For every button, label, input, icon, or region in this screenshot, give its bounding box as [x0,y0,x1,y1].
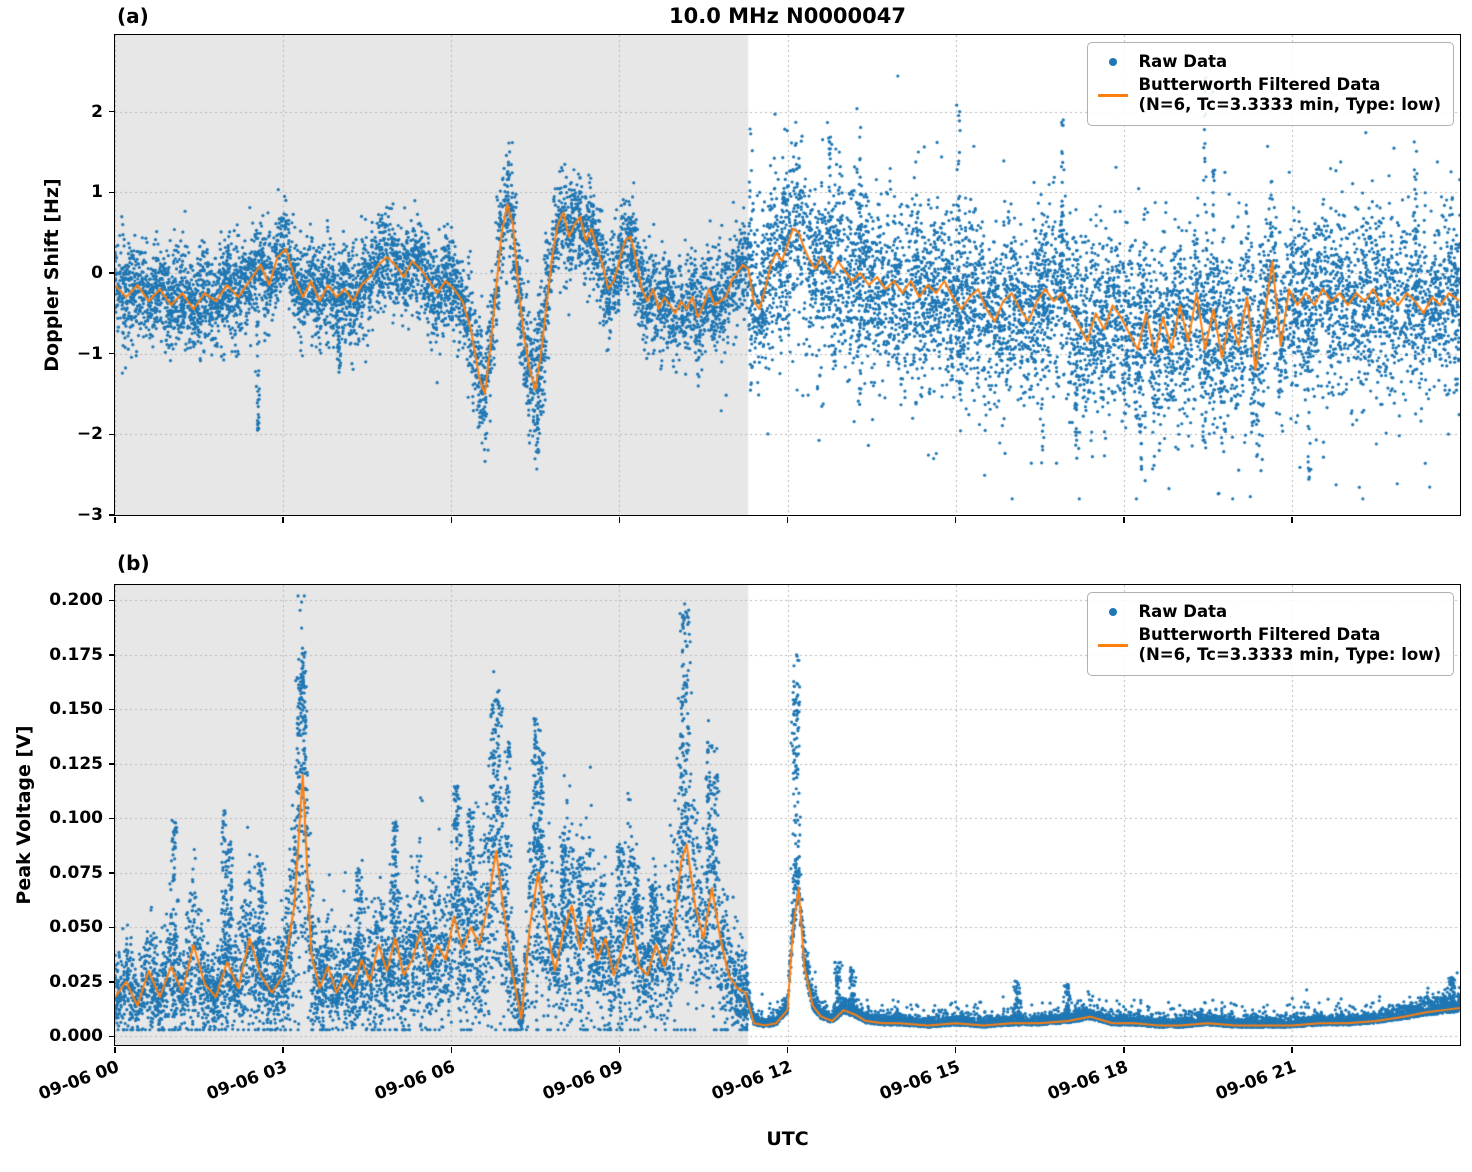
y-tick-mark [109,654,115,656]
y-tick-label: −2 [76,424,103,445]
x-tick-mark [618,1047,621,1053]
y-tick-label: 0.075 [49,862,103,883]
x-tick-label: 09-06 15 [876,1057,963,1105]
x-tick-mark [1291,517,1293,523]
x-tick-label: 09-06 12 [708,1057,795,1105]
x-tick-mark [786,517,789,523]
y-tick-mark [109,981,115,983]
y-tick-label: −1 [76,343,103,364]
voltage-plot: Raw Data Butterworth Filtered Data (N=6,… [114,584,1461,1046]
y-tick-mark [109,708,115,710]
raw-data-marker [1097,608,1129,617]
filtered-label-line1: Butterworth Filtered Data [1138,624,1381,644]
voltage-legend: Raw Data Butterworth Filtered Data (N=6,… [1087,592,1454,676]
y-tick-label: 2 [91,101,103,122]
y-tick-mark [109,1035,115,1038]
filtered-label-line2: (N=6, Tc=3.3333 min, Type: low) [1138,95,1441,115]
y-tick-label: 0 [91,262,103,283]
x-tick-mark [282,517,284,523]
doppler-legend: Raw Data Butterworth Filtered Data (N=6,… [1087,42,1454,126]
raw-data-marker [1097,58,1129,67]
x-tick-mark [1123,517,1125,523]
filtered-line-marker [1097,93,1129,97]
x-tick-label: 09-06 06 [372,1057,459,1105]
y-tick-mark [109,926,115,929]
y-tick-label: 0.175 [49,644,103,665]
raw-data-label: Raw Data [1138,52,1228,71]
y-tick-label: 0.050 [49,917,103,938]
y-tick-label: 0.000 [49,1026,103,1047]
legend-filtered-row: Butterworth Filtered Data (N=6, Tc=3.333… [1097,75,1441,116]
y-tick-label: 0.150 [49,699,103,720]
y-tick-label: 0.200 [49,590,103,611]
y-tick-label: −3 [76,505,103,525]
x-tick-mark [954,1047,957,1053]
y-tick-mark [109,433,115,436]
y-tick-label: 0.125 [49,753,103,774]
x-tick-mark [1123,1047,1125,1053]
y-tick-mark [109,817,115,820]
y-tick-mark [109,514,115,516]
filtered-label-line1: Butterworth Filtered Data [1138,74,1381,94]
x-tick-mark [114,1047,116,1053]
y-tick-mark [109,872,115,874]
filtered-label: Butterworth Filtered Data (N=6, Tc=3.333… [1138,75,1441,116]
panel-a-label: (a) [117,4,149,28]
doppler-plot: Raw Data Butterworth Filtered Data (N=6,… [114,34,1461,516]
x-tick-mark [450,517,452,523]
x-tick-mark [450,1047,452,1053]
x-tick-mark [618,517,621,523]
y-tick-mark [109,352,115,355]
chart-title: 10.0 MHz N0000047 [669,4,906,28]
filtered-label: Butterworth Filtered Data (N=6, Tc=3.333… [1138,625,1441,666]
y-tick-mark [109,110,115,113]
panel-b-label: (b) [117,551,150,575]
y-tick-label: 0.025 [49,971,103,992]
x-tick-mark [114,517,116,523]
x-tick-label: 09-06 09 [540,1057,627,1105]
x-tick-label: 09-06 00 [36,1057,122,1105]
legend-raw-row: Raw Data [1097,52,1441,73]
raw-data-label: Raw Data [1138,602,1228,621]
y-tick-mark [109,599,115,601]
filtered-line-marker [1097,643,1129,647]
x-tick-label: 09-06 03 [204,1057,290,1105]
y-tick-mark [109,272,115,274]
x-tick-mark [786,1047,789,1053]
x-tick-label: 09-06 18 [1044,1057,1131,1105]
y-tick-mark [109,191,115,194]
y-tick-label: 0.100 [49,808,103,829]
filtered-label-line2: (N=6, Tc=3.3333 min, Type: low) [1138,645,1441,665]
y-tick-label: 1 [91,182,103,203]
x-tick-mark [954,517,957,523]
x-tick-mark [1291,1047,1293,1053]
x-axis-label: UTC [766,1128,809,1150]
x-tick-mark [282,1047,284,1053]
x-tick-label: 09-06 21 [1212,1057,1299,1105]
legend-raw-row: Raw Data [1097,602,1441,623]
legend-filtered-row: Butterworth Filtered Data (N=6, Tc=3.333… [1097,625,1441,666]
y-tick-mark [109,763,115,765]
